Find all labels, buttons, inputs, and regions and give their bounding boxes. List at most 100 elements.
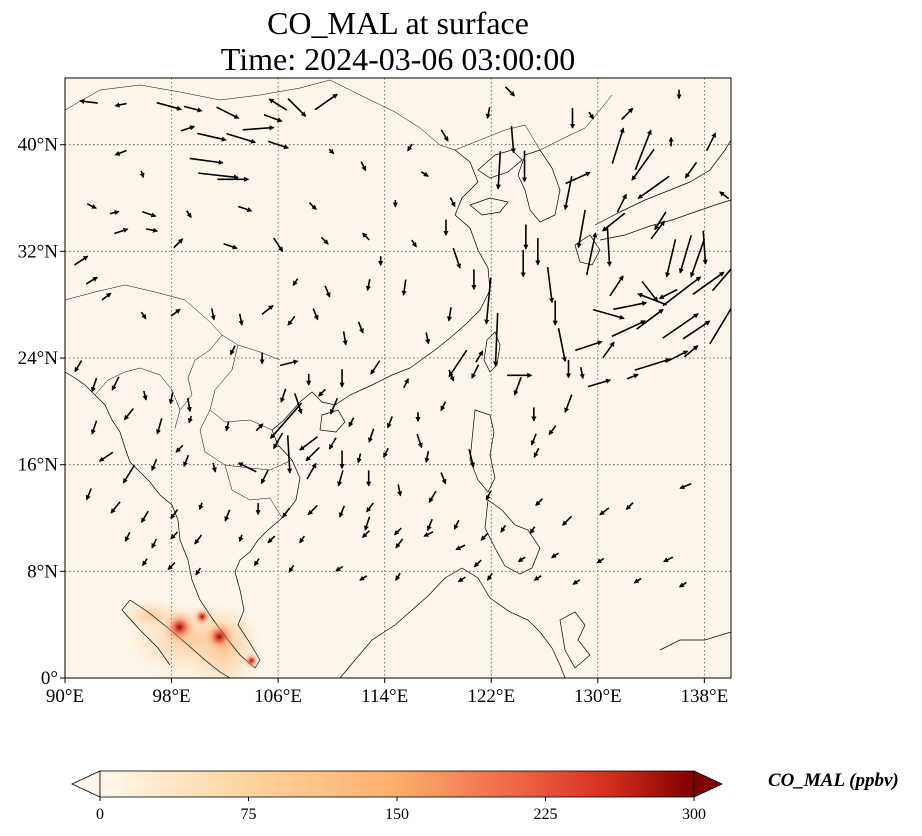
wind-vector	[596, 557, 605, 564]
wind-vector	[485, 490, 492, 501]
wind-vector	[168, 392, 174, 405]
wind-vector	[238, 534, 244, 543]
wind-vector	[452, 247, 462, 269]
wind-vector	[678, 235, 692, 274]
wind-vector	[98, 451, 114, 462]
wind-vector	[183, 105, 203, 113]
lon-tick-label: 138°E	[681, 686, 729, 707]
wind-vector	[167, 562, 176, 571]
wind-vector	[242, 125, 275, 131]
lon-tick-label: 98°E	[152, 686, 190, 707]
wind-vector	[195, 567, 202, 576]
colorbar-tick-label: 150	[385, 806, 409, 823]
wind-vector	[366, 502, 374, 513]
wind-vector	[572, 579, 581, 585]
wind-vector	[253, 558, 260, 567]
wind-vector	[186, 210, 192, 219]
wind-vector	[216, 106, 240, 119]
lon-tick-label: 130°E	[574, 686, 622, 707]
wind-vector	[621, 107, 634, 121]
wind-vector	[485, 107, 491, 120]
wind-vector	[312, 308, 319, 321]
wind-vector	[453, 519, 460, 530]
wind-vector	[226, 132, 257, 144]
wind-vector	[575, 340, 603, 352]
wind-vector	[588, 111, 595, 120]
wind-vector	[229, 345, 236, 356]
wind-vector	[328, 148, 335, 155]
wind-vector	[386, 416, 393, 429]
colorbar-extend-max	[693, 770, 723, 798]
philippines-south	[484, 499, 541, 575]
wind-vector	[564, 394, 573, 414]
wind-vector	[658, 288, 678, 300]
wind-vector	[665, 350, 689, 363]
wind-vector	[705, 132, 717, 152]
wind-vector	[637, 292, 667, 306]
wind-vector	[198, 172, 239, 180]
wind-vector	[114, 149, 127, 156]
coastlines	[65, 139, 731, 678]
colorbar-tick-label: 300	[682, 806, 706, 823]
wind-vector	[142, 558, 148, 567]
wind-vector	[173, 238, 184, 249]
wind-vector	[428, 490, 437, 504]
wind-vector	[294, 393, 303, 415]
colorbar-gradient	[99, 770, 695, 798]
wind-vector	[401, 279, 407, 297]
wind-vector	[487, 572, 493, 581]
wind-vector	[606, 226, 612, 267]
wind-vector	[455, 544, 466, 551]
wind-vector	[634, 357, 671, 371]
wind-vector	[305, 446, 320, 462]
co-hotspot	[192, 607, 212, 627]
wind-vector	[611, 320, 646, 338]
wind-vector	[665, 239, 677, 278]
wind-vector	[500, 524, 507, 533]
wind-vector	[273, 432, 284, 450]
wind-vector	[383, 447, 389, 458]
wind-vector	[407, 143, 413, 152]
wind-vector	[187, 415, 193, 424]
wind-vector	[255, 423, 264, 432]
latitude-labels: 0° 8°N 16°N 24°N 32°N 40°N	[18, 135, 65, 689]
wind-vector	[357, 321, 364, 334]
wind-vector	[189, 157, 224, 165]
wind-vector	[529, 526, 536, 535]
wind-vector	[279, 359, 299, 367]
wind-vector	[287, 97, 307, 117]
lon-tick-label: 114°E	[361, 686, 408, 707]
wind-vector	[238, 313, 244, 326]
wind-vector	[74, 360, 83, 373]
wind-vector	[335, 565, 344, 572]
wind-vector	[197, 132, 227, 142]
wind-vector	[425, 332, 431, 345]
wind-vector	[237, 462, 257, 473]
wind-vector	[307, 505, 318, 516]
wind-vector	[267, 535, 276, 544]
wind-vector	[151, 538, 158, 549]
wind-vector	[356, 453, 362, 464]
wind-vector	[306, 462, 317, 480]
wind-vector	[339, 505, 345, 518]
wind-vector	[448, 369, 455, 382]
wind-vector	[287, 315, 296, 326]
colorbar-tick-label: 0	[96, 806, 104, 823]
wind-vector	[576, 209, 586, 249]
wind-vector	[457, 576, 466, 583]
wind-vector	[613, 300, 648, 311]
japan-honshu-south	[599, 199, 731, 241]
wind-vector	[79, 98, 98, 104]
wind-vector	[636, 308, 664, 330]
wind-vector	[592, 308, 625, 320]
wind-vector	[286, 435, 293, 474]
wind-vector	[359, 575, 368, 581]
wind-vector	[270, 402, 303, 440]
map-title: CO_MAL at surface	[267, 5, 529, 41]
wind-vector	[90, 420, 98, 435]
wind-vector	[440, 401, 447, 412]
wind-vector	[535, 498, 544, 507]
wind-vector	[337, 470, 344, 487]
wind-vector	[423, 531, 434, 537]
wind-vector	[484, 277, 492, 325]
